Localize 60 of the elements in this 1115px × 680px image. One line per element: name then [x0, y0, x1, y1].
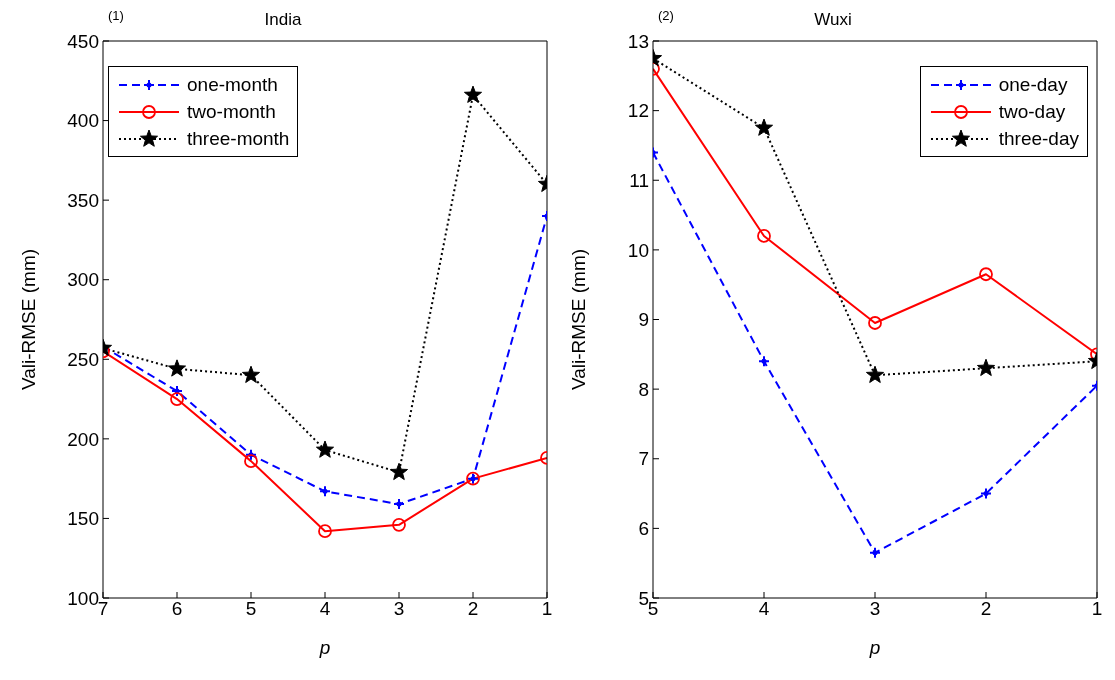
- legend-label: three-day: [998, 127, 1079, 150]
- y-axis-title: Vali-RMSE (mm): [567, 248, 589, 391]
- y-tick-label: 12: [627, 100, 649, 122]
- y-tick-label: 400: [67, 110, 99, 132]
- point: [245, 448, 257, 461]
- point: [758, 355, 770, 368]
- y-tick-label: 150: [67, 508, 99, 530]
- y-tick-label: 200: [67, 428, 99, 450]
- legend-label: one-month: [187, 73, 278, 96]
- y-tick-label: 8: [638, 378, 649, 400]
- point: [869, 546, 881, 559]
- text: (2): [658, 8, 674, 23]
- y-tick-label: 100: [67, 587, 99, 609]
- point: [241, 365, 261, 383]
- y-axis-title: Vali-RMSE (mm): [17, 248, 39, 391]
- point: [865, 365, 885, 383]
- x-tick-label: 4: [758, 598, 770, 620]
- x-tick-label: 6: [171, 598, 183, 620]
- legend-label: two-day: [998, 100, 1066, 123]
- point: [315, 440, 335, 458]
- x-tick-label: 1: [1091, 598, 1103, 620]
- point: [244, 454, 258, 469]
- x-tick-label: 4: [319, 598, 331, 620]
- point: [389, 462, 409, 481]
- x-axis-title: p: [318, 637, 331, 658]
- y-tick-label: 10: [627, 239, 649, 261]
- point: [463, 85, 483, 103]
- x-tick-label: 3: [869, 598, 881, 620]
- text: (1): [108, 8, 124, 23]
- point: [167, 359, 187, 377]
- legend-label: two-month: [187, 100, 276, 123]
- x-axis-title: p: [868, 637, 881, 658]
- point: [392, 517, 406, 532]
- legend-label: one-day: [998, 73, 1068, 96]
- x-tick-label: 2: [980, 598, 992, 620]
- point: [754, 118, 774, 136]
- y-tick-label: 13: [627, 30, 649, 52]
- y-tick-label: 9: [638, 309, 649, 331]
- point: [318, 524, 332, 539]
- x-tick-label: 3: [393, 598, 405, 620]
- point: [170, 392, 184, 406]
- y-tick-label: 11: [629, 169, 649, 191]
- y-tick-label: 350: [67, 189, 99, 211]
- point: [980, 487, 992, 500]
- y-tick-label: 450: [67, 30, 99, 52]
- point: [979, 267, 993, 282]
- point: [319, 485, 331, 498]
- point: [976, 358, 996, 377]
- x-tick-label: 2: [467, 598, 479, 620]
- y-tick-label: 300: [67, 269, 99, 291]
- y-tick-label: 7: [638, 448, 649, 470]
- y-tick-label: 6: [638, 518, 649, 540]
- x-tick-label: 5: [245, 598, 257, 620]
- y-tick-label: 250: [67, 349, 99, 371]
- point: [868, 316, 882, 330]
- chart-title: India: [264, 10, 302, 29]
- legend-label: three-month: [187, 127, 290, 150]
- x-tick-label: 1: [541, 598, 553, 620]
- chart-title: Wuxi: [814, 10, 852, 29]
- point: [757, 229, 771, 243]
